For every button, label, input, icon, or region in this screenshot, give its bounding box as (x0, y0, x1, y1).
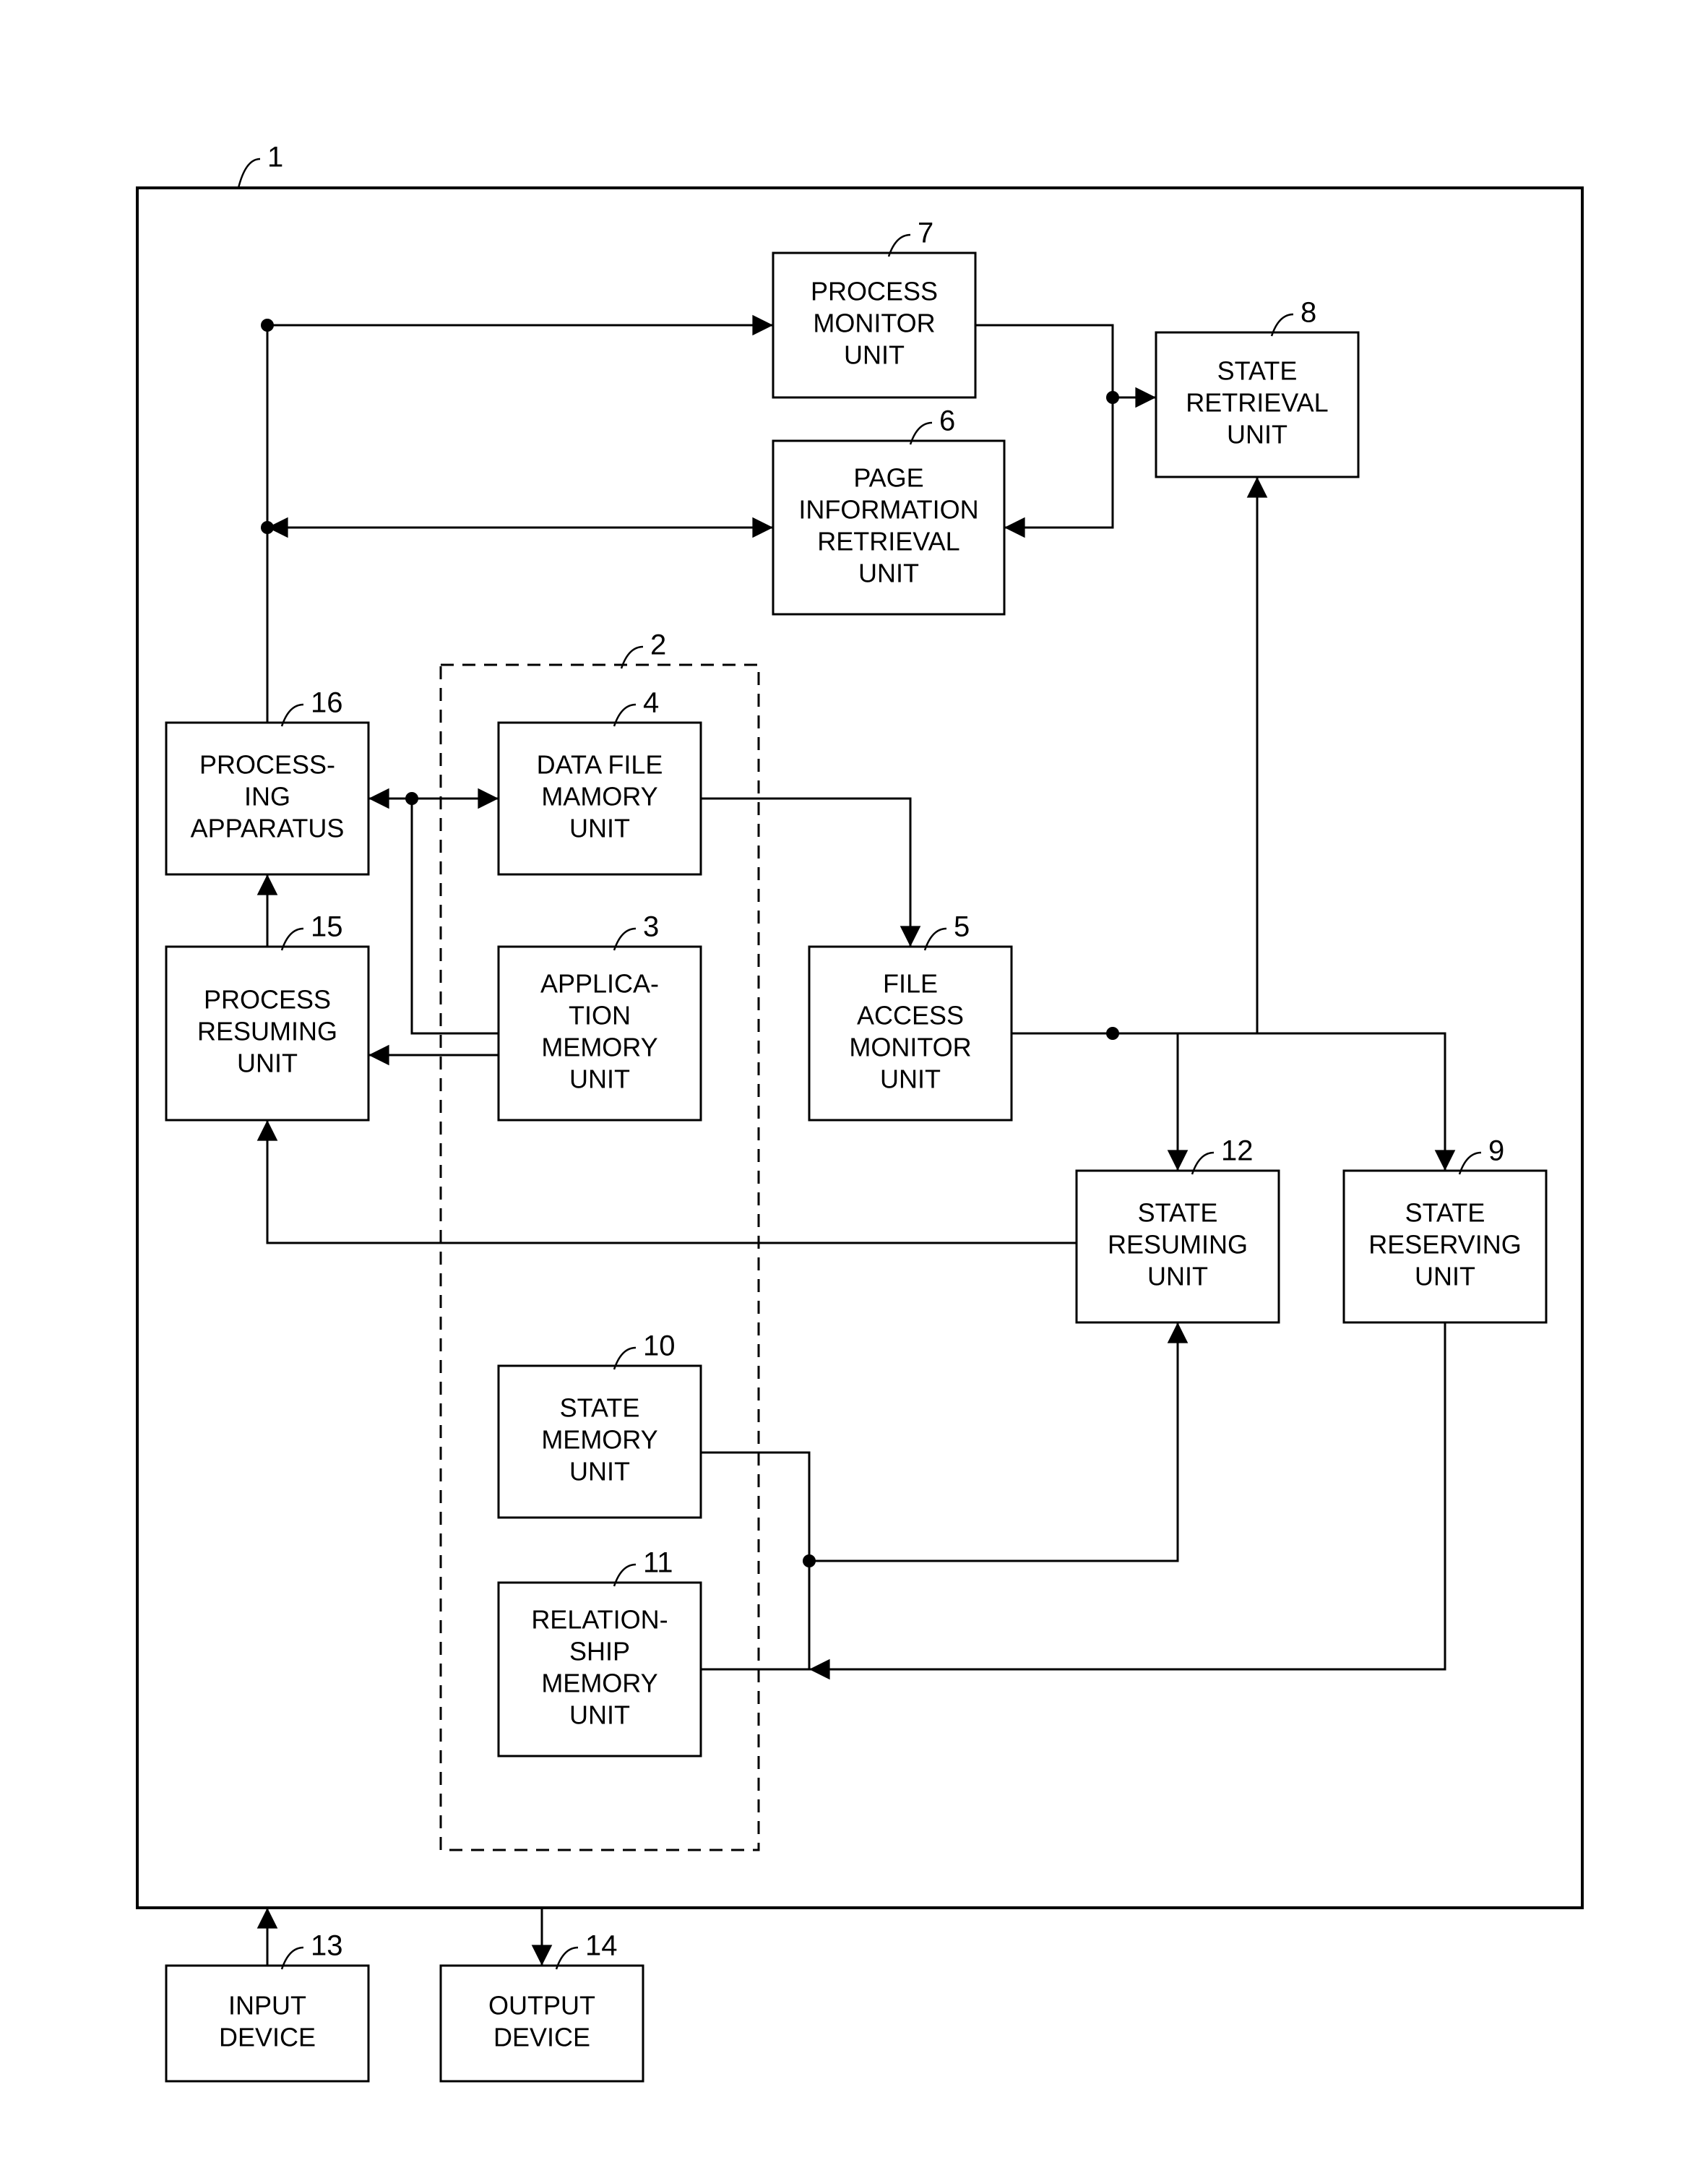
svg-text:TION: TION (569, 1001, 631, 1030)
svg-text:APPLICA-: APPLICA- (540, 969, 659, 999)
svg-text:MEMORY: MEMORY (541, 1033, 657, 1062)
svg-text:9: 9 (1488, 1135, 1504, 1167)
svg-text:DEVICE: DEVICE (219, 2023, 316, 2052)
svg-text:11: 11 (643, 1547, 673, 1579)
svg-text:RESUMING: RESUMING (197, 1017, 337, 1046)
svg-text:MONITOR: MONITOR (849, 1033, 971, 1062)
svg-text:STATE: STATE (560, 1393, 640, 1423)
svg-text:STATE: STATE (1217, 356, 1298, 386)
svg-text:INFORMATION: INFORMATION (798, 495, 978, 525)
svg-text:APPARATUS: APPARATUS (191, 814, 345, 843)
svg-text:UNIT: UNIT (569, 1064, 630, 1094)
svg-text:UNIT: UNIT (858, 559, 919, 588)
svg-text:PROCESS: PROCESS (811, 277, 938, 306)
svg-text:13: 13 (311, 1930, 343, 1962)
svg-text:MEMORY: MEMORY (541, 1669, 657, 1698)
svg-text:4: 4 (643, 687, 659, 719)
svg-text:1: 1 (267, 142, 283, 173)
svg-text:3: 3 (643, 911, 659, 943)
svg-text:STATE: STATE (1405, 1198, 1485, 1228)
svg-text:UNIT: UNIT (237, 1049, 298, 1078)
svg-text:OUTPUT: OUTPUT (488, 1991, 595, 2021)
svg-text:RELATION-: RELATION- (531, 1605, 668, 1635)
svg-text:12: 12 (1221, 1135, 1254, 1167)
svg-text:PROCESS: PROCESS (204, 985, 331, 1015)
svg-text:ING: ING (244, 782, 290, 812)
svg-text:PROCESS-: PROCESS- (199, 750, 335, 780)
svg-text:PAGE: PAGE (853, 463, 923, 493)
svg-text:UNIT: UNIT (569, 814, 630, 843)
svg-text:UNIT: UNIT (880, 1064, 941, 1094)
svg-text:UNIT: UNIT (844, 340, 905, 370)
svg-text:FILE: FILE (883, 969, 938, 999)
svg-text:RESERVING: RESERVING (1368, 1230, 1521, 1260)
svg-text:8: 8 (1301, 297, 1316, 329)
svg-text:UNIT: UNIT (569, 1457, 630, 1486)
svg-text:6: 6 (939, 405, 955, 437)
svg-text:SHIP: SHIP (569, 1637, 630, 1666)
svg-text:10: 10 (643, 1330, 676, 1362)
svg-text:MONITOR: MONITOR (813, 309, 935, 338)
svg-text:16: 16 (311, 687, 343, 719)
svg-text:5: 5 (954, 911, 970, 943)
svg-text:RETRIEVAL: RETRIEVAL (1186, 388, 1328, 418)
svg-text:2: 2 (650, 629, 666, 661)
svg-text:15: 15 (311, 911, 343, 943)
svg-text:7: 7 (918, 218, 933, 249)
svg-text:MEMORY: MEMORY (541, 1425, 657, 1455)
svg-text:DATA FILE: DATA FILE (537, 750, 663, 780)
svg-text:DEVICE: DEVICE (493, 2023, 590, 2052)
svg-text:14: 14 (585, 1930, 618, 1962)
svg-text:RESUMING: RESUMING (1108, 1230, 1248, 1260)
svg-text:UNIT: UNIT (569, 1700, 630, 1730)
svg-text:UNIT: UNIT (1415, 1262, 1475, 1291)
svg-text:UNIT: UNIT (1147, 1262, 1208, 1291)
svg-text:MAMORY: MAMORY (541, 782, 657, 812)
svg-text:INPUT: INPUT (228, 1991, 306, 2021)
svg-text:ACCESS: ACCESS (857, 1001, 964, 1030)
svg-text:STATE: STATE (1138, 1198, 1218, 1228)
svg-text:RETRIEVAL: RETRIEVAL (817, 527, 959, 556)
svg-text:UNIT: UNIT (1227, 420, 1288, 449)
